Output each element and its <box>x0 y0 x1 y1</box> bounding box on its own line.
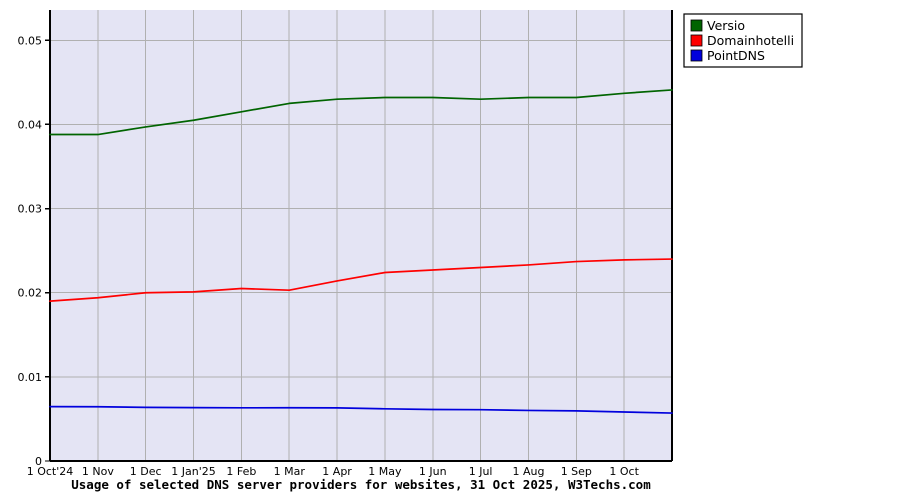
legend-label-pointdns: PointDNS <box>707 48 765 63</box>
legend-box <box>683 13 803 68</box>
plot-area <box>50 10 672 461</box>
y-tick-label: 0.01 <box>18 371 43 384</box>
x-axis-ticks: 1 Oct'24 1 Nov 1 Dec 1 Jan'25 1 Feb 1 Mar 1 Ap… <box>27 465 640 478</box>
x-tick-label: 1 Jul <box>469 465 493 478</box>
x-tick-label: 1 Oct <box>609 465 639 478</box>
x-tick-label: 1 Jan'25 <box>171 465 215 478</box>
y-tick-label: 0.03 <box>18 203 43 216</box>
x-tick-label: 1 Mar <box>274 465 306 478</box>
series-line-versio <box>49 89 673 136</box>
legend-swatch-versio <box>690 19 703 32</box>
y-tick-label: 0 <box>35 455 42 468</box>
x-tick-label: 1 Dec <box>130 465 162 478</box>
y-tick-label: 0.04 <box>18 118 43 131</box>
legend-label-versio: Versio <box>707 18 745 33</box>
x-tick-label: 1 Feb <box>226 465 256 478</box>
x-tick-label: 1 Aug <box>512 465 544 478</box>
x-tick-label: 1 Jun <box>419 465 447 478</box>
x-tick-label: 1 Oct'24 <box>27 465 74 478</box>
chart-caption: Usage of selected DNS server providers f… <box>71 477 651 492</box>
x-tick-label: 1 Nov <box>82 465 114 478</box>
x-tick-label: 1 May <box>368 465 402 478</box>
grid-lines <box>50 10 672 461</box>
x-tick-label: 1 Apr <box>322 465 352 478</box>
y-axis-ticks: 0 0.01 0.02 0.03 0.04 0.05 <box>18 34 50 468</box>
series-line-domainhotelli <box>49 258 673 302</box>
x-tick-label: 1 Sep <box>561 465 592 478</box>
data-series-group <box>49 89 673 414</box>
y-tick-label: 0.02 <box>18 287 43 300</box>
y-tick-label: 0.05 <box>18 34 43 47</box>
legend-swatch-domainhotelli <box>690 34 703 47</box>
legend-label-domainhotelli: Domainhotelli <box>707 33 794 48</box>
series-line-pointdns <box>49 405 673 414</box>
legend-swatch-pointdns <box>690 49 703 62</box>
